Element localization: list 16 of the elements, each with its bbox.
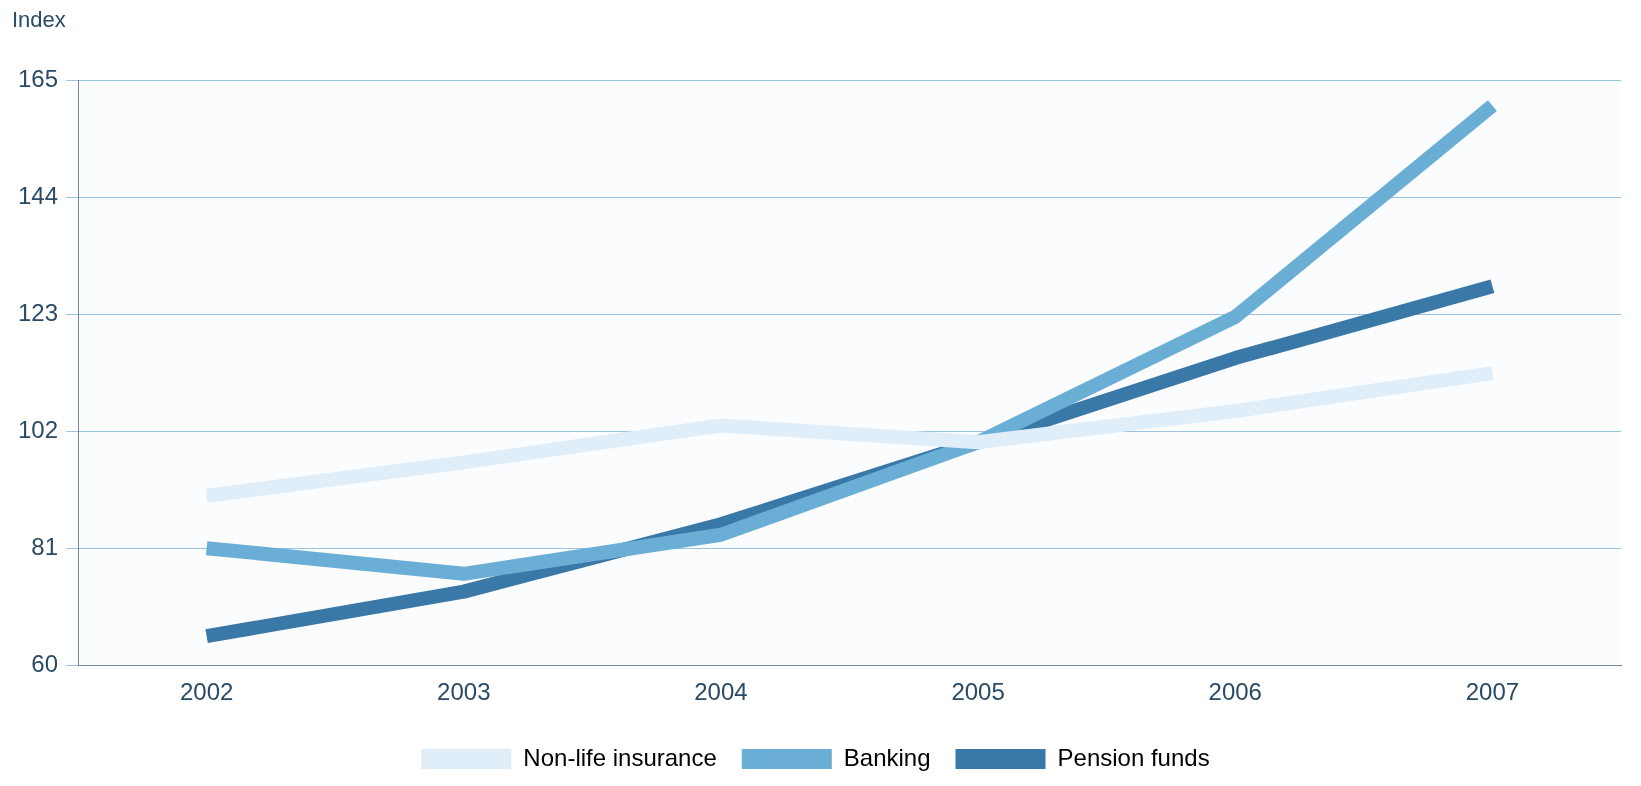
x-tick-label: 2006 <box>1208 678 1262 706</box>
x-tick-label: 2007 <box>1465 678 1520 706</box>
x-tick-label: 2003 <box>437 678 491 706</box>
x-tick-label: 2002 <box>179 678 234 706</box>
y-axis-title: Index <box>12 7 66 33</box>
y-tick-label: 60 <box>31 649 59 677</box>
y-tick-label: 102 <box>18 415 59 443</box>
y-tick-label: 165 <box>18 64 59 92</box>
y-tick-label: 144 <box>18 181 59 209</box>
legend-label: Banking <box>843 743 931 771</box>
legend-label: Pension funds <box>1057 743 1210 771</box>
x-tick-label: 2004 <box>694 678 748 706</box>
y-tick-label: 81 <box>31 532 59 560</box>
x-tick-label: 2005 <box>951 678 1005 706</box>
y-tick-label: 123 <box>18 298 59 326</box>
legend-label: Non-life insurance <box>523 743 717 771</box>
